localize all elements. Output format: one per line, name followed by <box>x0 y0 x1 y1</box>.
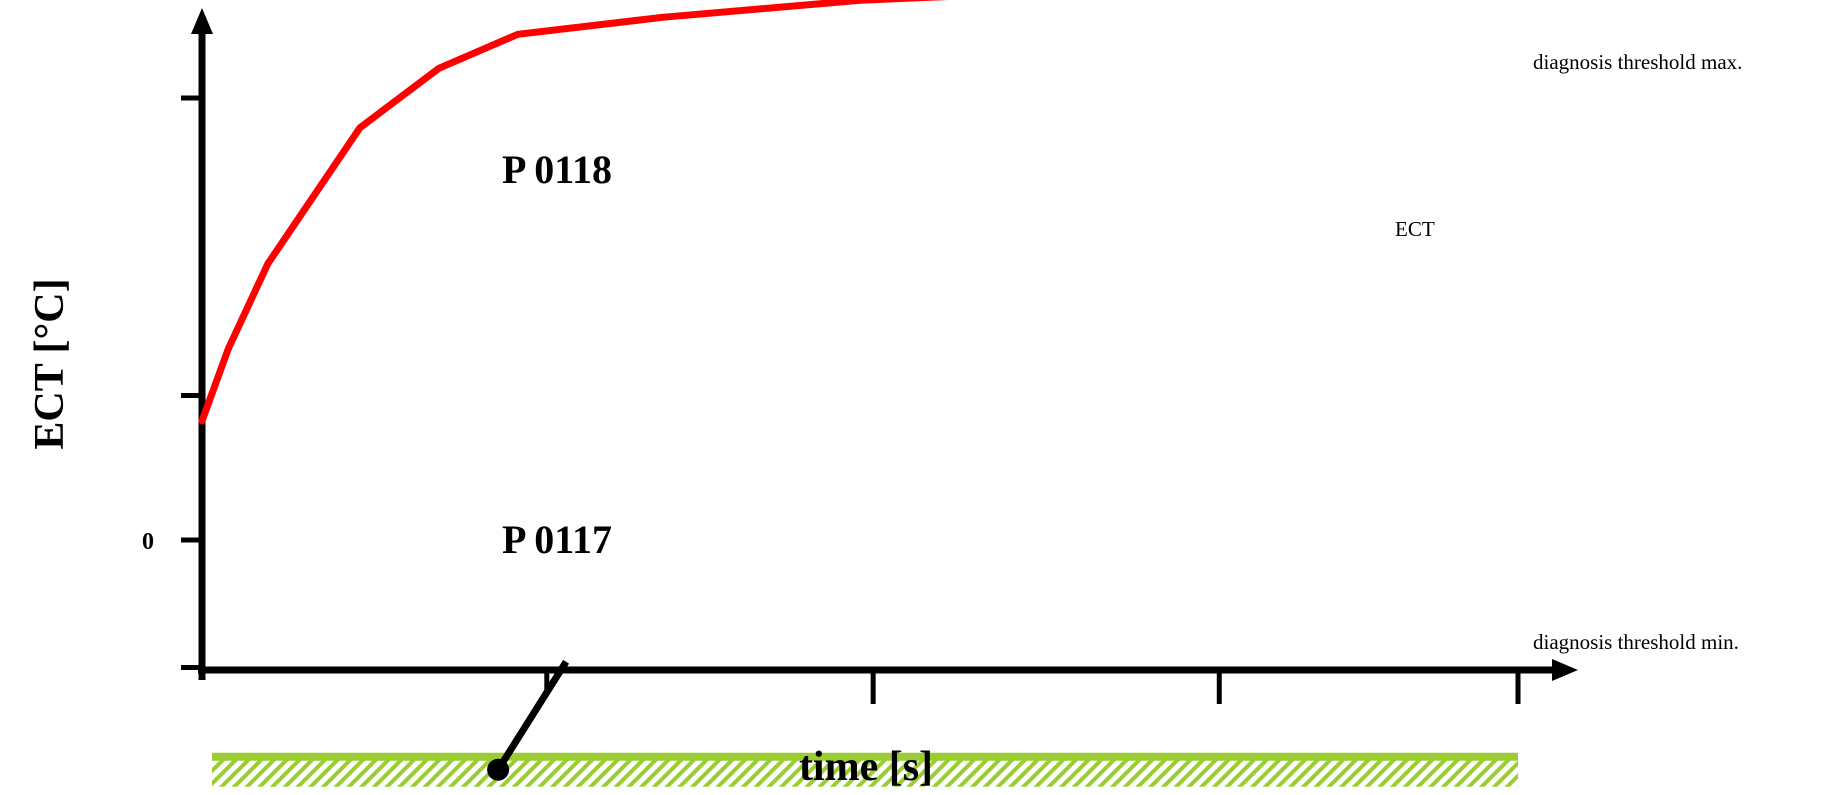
p0117-pointer-dot <box>487 758 510 781</box>
y-tick-label: 0 <box>142 529 154 555</box>
ect-series-line <box>198 0 948 425</box>
threshold-min-label: diagnosis threshold min. <box>1533 630 1739 654</box>
p0117-pointer-line <box>495 659 570 772</box>
ect-series-label: ECT <box>1395 217 1435 241</box>
x-axis-title: time [s] <box>799 744 933 790</box>
y-axis-title: ECT [°C] <box>27 278 73 449</box>
threshold-min-band <box>212 756 1518 787</box>
p0118-code-label: P 0118 <box>502 147 612 192</box>
p0117-code-label: P 0117 <box>502 517 612 562</box>
y-axis-arrowhead <box>191 8 213 34</box>
threshold-max-label: diagnosis threshold max. <box>1533 50 1742 74</box>
x-axis-arrowhead <box>1552 659 1578 681</box>
